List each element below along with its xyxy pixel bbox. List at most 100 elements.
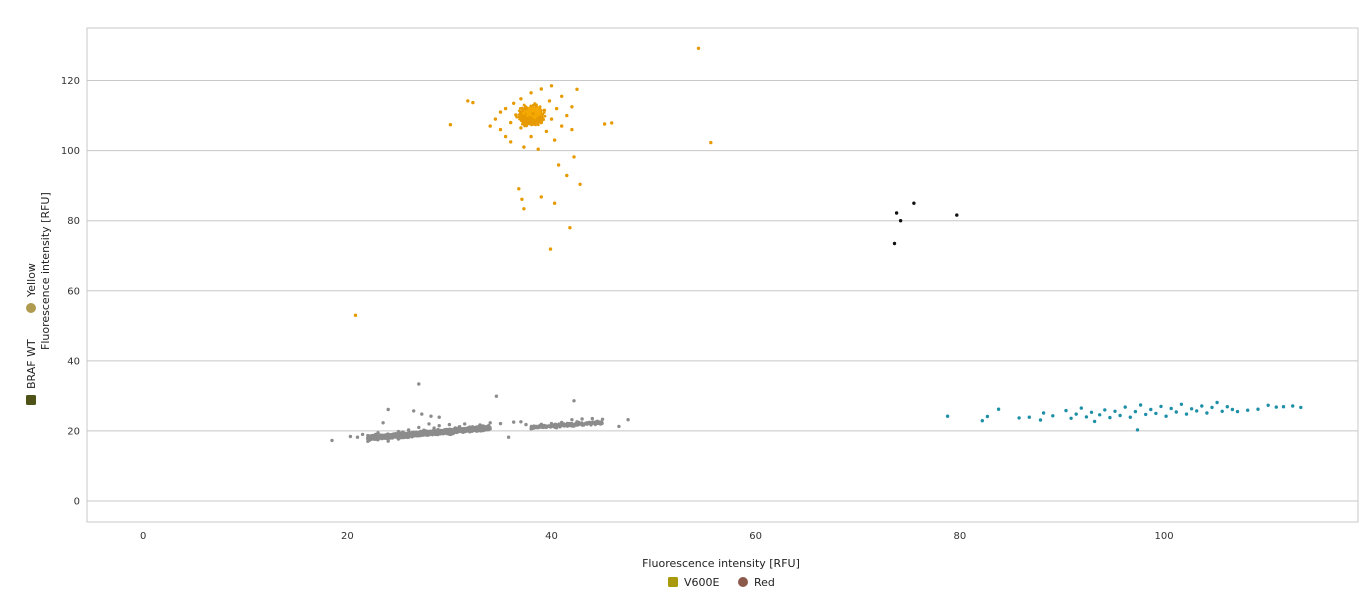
data-point	[519, 97, 523, 101]
data-point	[452, 427, 457, 431]
data-point	[544, 129, 549, 134]
data-point	[401, 433, 406, 437]
data-point	[522, 119, 525, 123]
data-point	[1164, 414, 1168, 418]
data-point	[610, 121, 614, 125]
data-point	[570, 127, 574, 132]
data-point	[709, 140, 713, 145]
data-point	[1098, 413, 1102, 417]
data-point	[448, 430, 453, 434]
data-point	[386, 439, 390, 443]
data-point	[521, 111, 526, 115]
data-point	[1123, 405, 1127, 409]
data-point	[498, 127, 503, 132]
data-point	[432, 426, 436, 430]
data-point	[494, 394, 499, 398]
legend-circle-icon	[738, 577, 748, 587]
data-point	[521, 107, 524, 111]
data-point	[575, 87, 579, 92]
data-point	[381, 421, 385, 425]
data-point	[1281, 405, 1286, 409]
data-point	[1041, 411, 1046, 415]
data-point	[580, 417, 584, 421]
data-point	[386, 432, 390, 437]
data-point	[427, 422, 431, 426]
data-point	[1074, 412, 1078, 416]
data-point	[539, 87, 543, 91]
data-point	[412, 409, 416, 413]
data-point	[1108, 415, 1112, 420]
data-point	[532, 103, 535, 107]
data-point	[478, 423, 482, 427]
data-point	[1184, 412, 1189, 416]
data-point	[442, 428, 446, 432]
data-point	[381, 435, 385, 439]
data-point	[487, 426, 491, 430]
data-point	[503, 134, 508, 139]
data-point	[419, 432, 424, 436]
data-point	[595, 419, 600, 424]
data-point	[1256, 407, 1260, 411]
data-point	[475, 427, 479, 431]
y-tick-label: 0	[74, 496, 80, 507]
data-point	[466, 428, 470, 433]
data-point	[406, 435, 411, 439]
grid-lines	[87, 80, 1358, 502]
data-point	[1128, 415, 1133, 419]
data-point	[892, 241, 897, 246]
data-point	[366, 439, 370, 443]
data-point	[1017, 416, 1021, 420]
data-point	[1230, 407, 1235, 412]
data-point	[1225, 405, 1230, 409]
legend-circle-icon	[26, 303, 36, 313]
data-point	[1246, 408, 1250, 412]
data-point	[422, 428, 426, 432]
data-point	[493, 117, 498, 121]
data-point	[519, 420, 523, 424]
data-point	[1027, 415, 1032, 419]
data-point	[488, 421, 492, 425]
data-point	[1169, 406, 1173, 411]
data-point	[1118, 413, 1122, 418]
data-point	[522, 207, 526, 211]
data-point	[463, 422, 467, 426]
data-point	[376, 431, 380, 435]
data-point	[518, 116, 522, 120]
data-point	[553, 424, 556, 428]
data-point	[462, 429, 466, 433]
data-point	[522, 145, 526, 149]
data-point	[437, 431, 441, 435]
legend-square-icon	[668, 577, 678, 587]
data-point	[512, 420, 516, 424]
data-point	[572, 155, 576, 159]
data-point	[894, 211, 899, 215]
data-point	[406, 433, 410, 437]
data-point	[457, 429, 461, 433]
data-point	[482, 426, 486, 430]
data-point	[570, 105, 574, 109]
data-point	[1103, 408, 1107, 412]
data-point	[1205, 411, 1209, 415]
data-point	[572, 424, 576, 428]
data-point	[898, 219, 903, 223]
data-point	[549, 84, 554, 88]
x-tick-label: 20	[341, 531, 354, 542]
data-point	[558, 425, 562, 429]
data-point	[371, 433, 375, 438]
data-point	[585, 421, 589, 425]
legend-item: Red	[738, 576, 775, 589]
data-point	[1220, 409, 1224, 413]
data-point	[468, 425, 472, 429]
data-point	[1299, 405, 1303, 410]
data-point	[471, 100, 475, 105]
data-point	[556, 163, 561, 167]
data-point	[434, 431, 438, 435]
x-tick-label: 80	[953, 531, 966, 542]
data-point	[534, 103, 538, 107]
data-point	[531, 112, 535, 116]
data-point	[448, 123, 453, 127]
data-point	[537, 117, 541, 121]
data-point	[530, 123, 534, 127]
data-point	[600, 417, 605, 421]
data-point	[543, 114, 547, 118]
